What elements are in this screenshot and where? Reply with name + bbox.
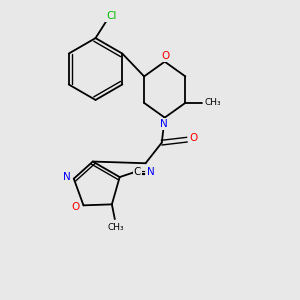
Text: N: N bbox=[147, 167, 154, 177]
Text: CH₃: CH₃ bbox=[205, 98, 222, 107]
Text: O: O bbox=[162, 51, 170, 61]
Text: C: C bbox=[134, 167, 141, 177]
Text: N: N bbox=[63, 172, 70, 182]
Text: O: O bbox=[189, 133, 197, 143]
Text: O: O bbox=[71, 202, 80, 212]
Text: CH₃: CH₃ bbox=[107, 224, 124, 232]
Text: N: N bbox=[160, 119, 168, 129]
Text: Cl: Cl bbox=[106, 11, 116, 21]
